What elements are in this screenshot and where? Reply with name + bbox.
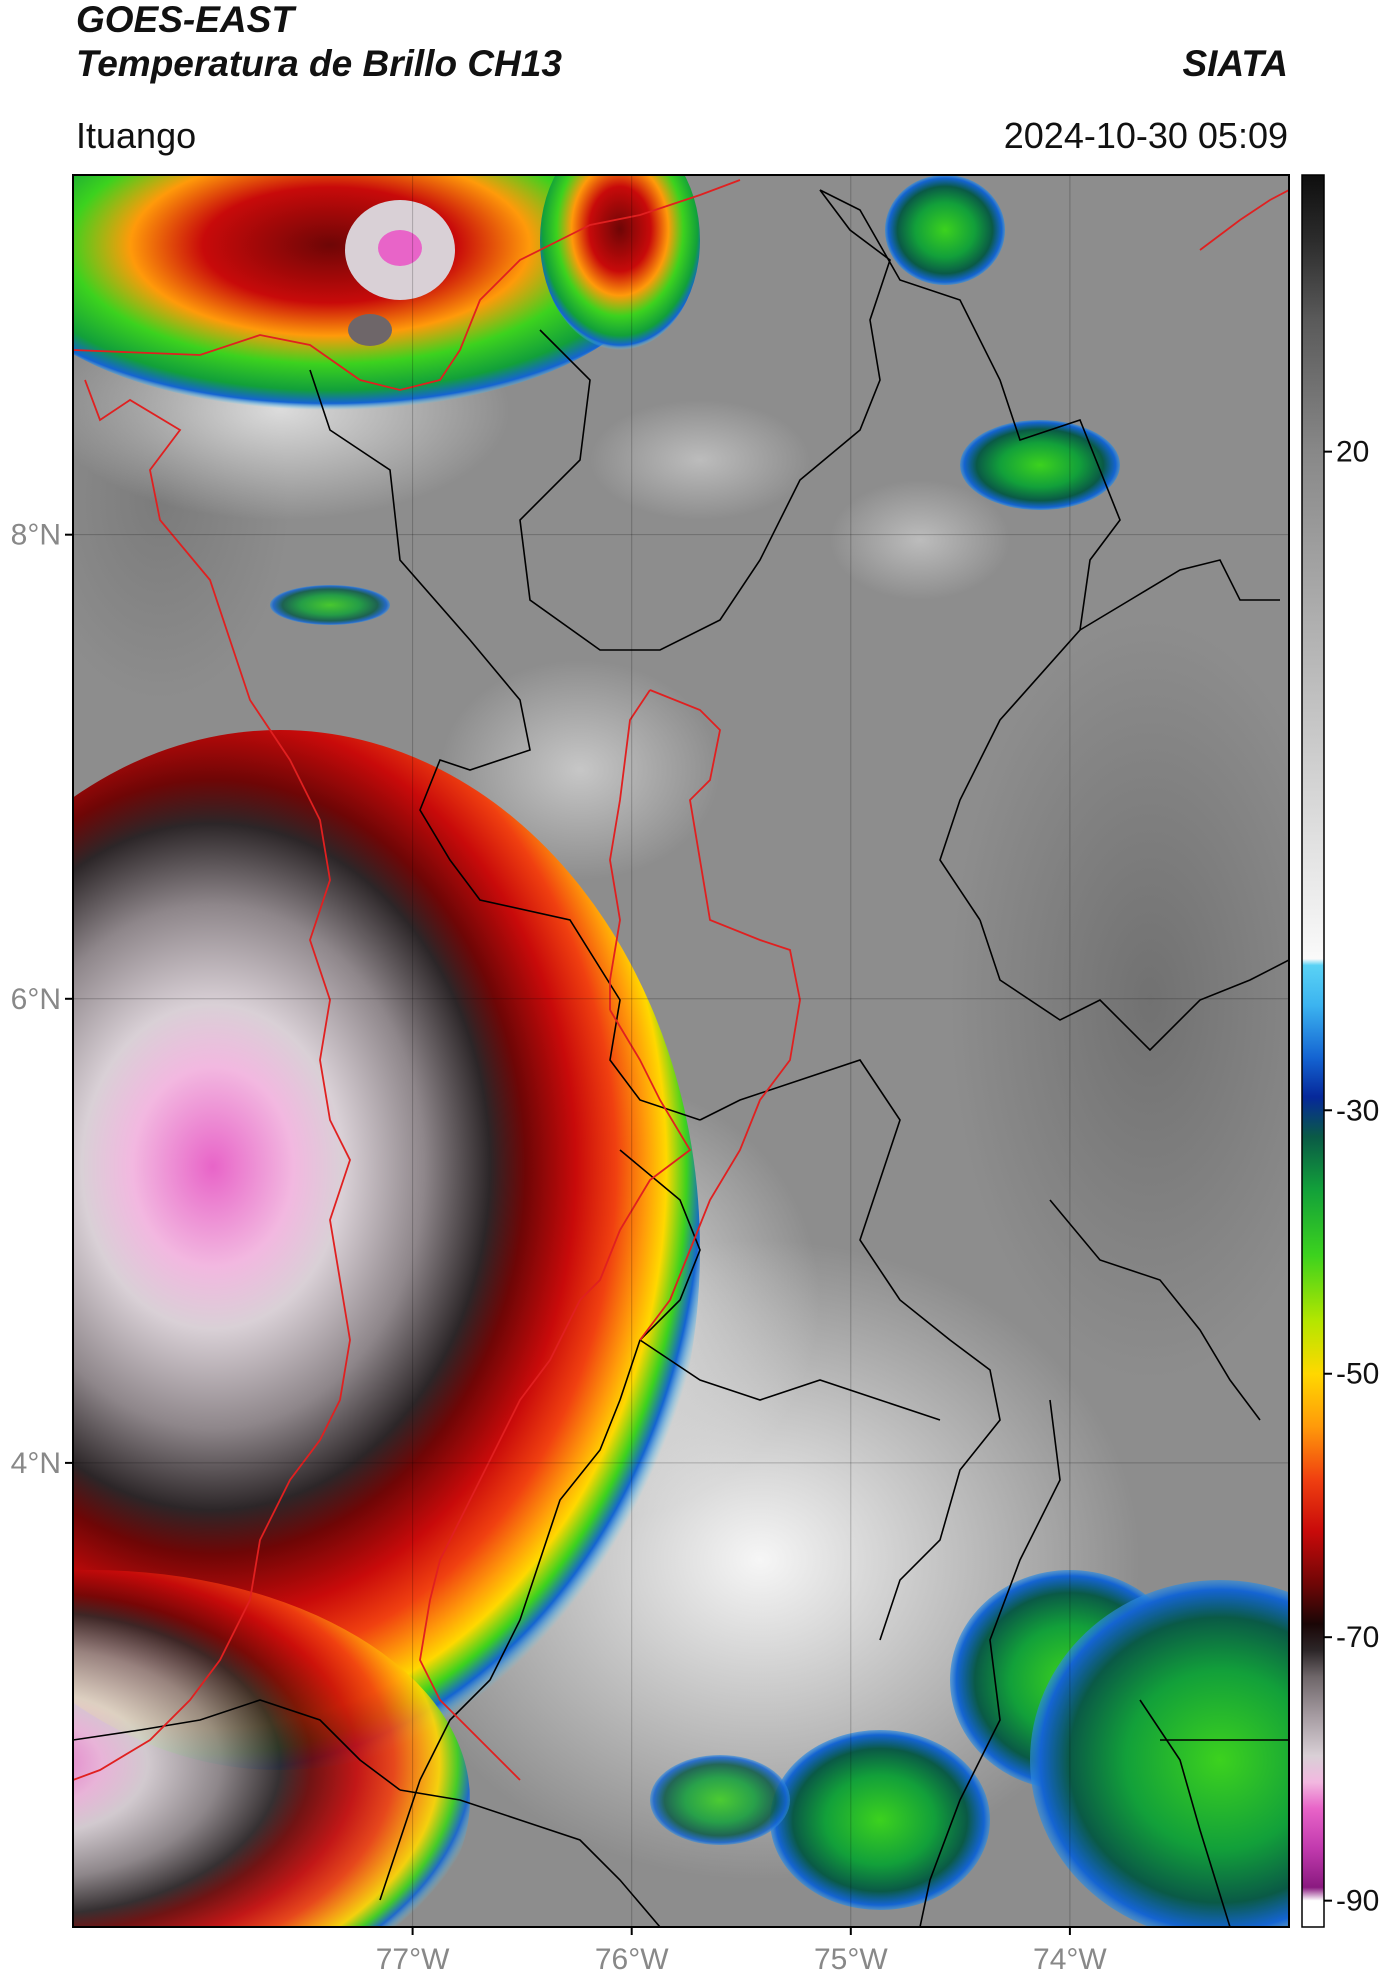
basin-boundary-west bbox=[419, 1009, 692, 1781]
longitude-axis: 77°W 76°W 75°W 74°W bbox=[376, 1927, 1107, 1976]
dept-line-meta bbox=[1139, 1699, 1231, 1927]
dept-line-antioquia-north bbox=[519, 189, 891, 651]
deep-convection-southwest bbox=[73, 730, 700, 1770]
basin-boundary-north bbox=[609, 689, 651, 1010]
convection-south-tail bbox=[73, 1570, 470, 1927]
colorbar-gradient bbox=[1302, 175, 1324, 1927]
overshooting-top-north bbox=[378, 230, 422, 266]
latitude-axis: 8°N 6°N 4°N bbox=[11, 519, 73, 1480]
dept-line-cauca-north bbox=[73, 1699, 401, 1791]
cirrus-northeast bbox=[830, 480, 1010, 600]
colorbar-frame bbox=[1301, 174, 1325, 1928]
lat-tick-label-2: 4°N bbox=[11, 1447, 61, 1480]
convective-cell-northeast bbox=[540, 175, 700, 350]
title-satellite: GOES-EAST bbox=[76, 0, 294, 40]
lon-tick-label-3: 74°W bbox=[1033, 1943, 1107, 1976]
colorbar-tick-label-2: -50 bbox=[1336, 1358, 1379, 1391]
dept-line-bolivar bbox=[819, 189, 1121, 921]
pacific-coastline bbox=[73, 379, 351, 1781]
dept-line-cauca-south bbox=[399, 1789, 661, 1927]
caribbean-coastline bbox=[73, 179, 741, 391]
colorbar-tick-label-4: -90 bbox=[1336, 1885, 1379, 1918]
coast-northeast bbox=[1199, 189, 1289, 251]
map-frame bbox=[72, 174, 1290, 1928]
warm-region-east bbox=[950, 620, 1289, 1380]
grid-lines bbox=[73, 175, 1289, 1927]
dept-line-boyaca bbox=[979, 919, 1289, 1052]
dept-line-cundinamarca bbox=[1049, 1199, 1261, 1421]
cell-north-border bbox=[885, 175, 1005, 285]
colorbar: 20 -30 -50 -70 -90 bbox=[1301, 174, 1379, 1928]
dept-line-huila bbox=[919, 1399, 1061, 1927]
cloud-band-south-4 bbox=[650, 1755, 790, 1845]
lon-tick-label-2: 75°W bbox=[814, 1943, 888, 1976]
dept-line-santander bbox=[1079, 559, 1280, 631]
cloud-band-southeast-2 bbox=[1030, 1580, 1289, 1927]
colorbar-ticks: 20 -30 -50 -70 -90 bbox=[1324, 436, 1379, 1918]
cirrus-north-central bbox=[590, 400, 810, 520]
colorbar-tick-label-3: -70 bbox=[1336, 1621, 1379, 1654]
dept-line-quindio bbox=[639, 1339, 941, 1421]
lon-tick-label-1: 76°W bbox=[595, 1943, 669, 1976]
basin-boundary-east bbox=[639, 689, 801, 1341]
convective-band-north bbox=[73, 175, 660, 410]
cloud-band-southeast-3 bbox=[770, 1730, 990, 1910]
lat-tick-label-0: 8°N bbox=[11, 519, 61, 552]
dept-boundaries bbox=[73, 189, 1289, 1927]
cell-east-central bbox=[960, 420, 1120, 510]
cold-spot-north bbox=[348, 314, 392, 346]
dept-line-caldas-tolima bbox=[699, 1059, 1001, 1641]
timestamp-label: 2024-10-30 05:09 bbox=[1003, 115, 1288, 156]
country-and-basin-boundaries bbox=[73, 179, 1289, 1781]
dept-line-valle bbox=[379, 1149, 701, 1901]
title-product: Temperatura de Brillo CH13 bbox=[76, 43, 562, 84]
title-agency: SIATA bbox=[1182, 43, 1288, 84]
satellite-field bbox=[73, 175, 1289, 1927]
colorbar-tick-label-1: -30 bbox=[1336, 1094, 1379, 1127]
lat-tick-label-1: 6°N bbox=[11, 983, 61, 1016]
cell-west-coast bbox=[270, 585, 390, 625]
lon-tick-label-0: 77°W bbox=[376, 1943, 450, 1976]
colorbar-tick-label-0: 20 bbox=[1336, 436, 1369, 469]
location-label: Ituango bbox=[76, 115, 197, 156]
